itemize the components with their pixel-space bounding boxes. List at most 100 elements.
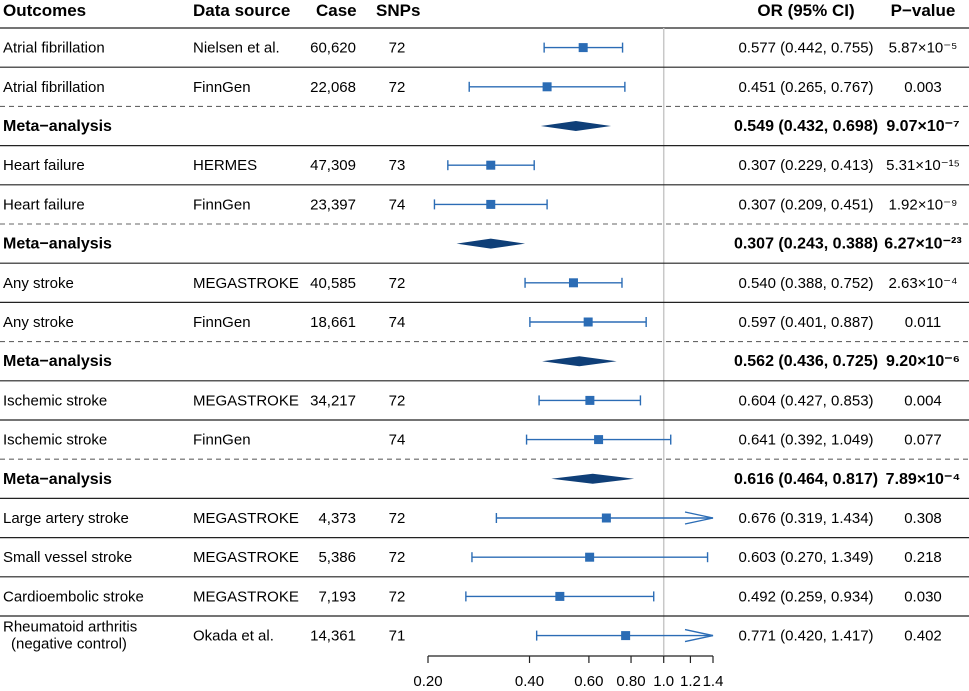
study-row: Any stroke MEGASTROKE 40,585 72 0.540 (0.388… [3,275,958,292]
row-p-value: 0.077 [904,432,942,449]
row-snps: 72 [389,588,406,605]
row-or-ci: 0.549 (0.432, 0.698) [734,118,878,135]
row-p-value: 0.218 [904,549,942,566]
row-snps: 72 [389,549,406,566]
row-data-source: Okada et al. [193,628,274,645]
row-or-ci: 0.771 (0.420, 1.417) [738,628,873,645]
row-snps: 72 [389,275,406,292]
study-row: Any stroke FinnGen 18,661 74 0.597 (0.401, 0… [3,314,941,331]
table-rows: Atrial fibrillation Nielsen et al. 60,620 7… [0,40,969,653]
header-or-ci: OR (95% CI) [757,1,854,20]
row-or-ci: 0.604 (0.427, 0.853) [738,392,873,409]
row-snps: 72 [389,510,406,527]
row-case: 4,373 [318,510,356,527]
row-data-source: FinnGen [193,79,251,96]
row-p-value: 0.003 [904,79,942,96]
row-case: 18,661 [310,314,356,331]
row-or-ci: 0.616 (0.464, 0.817) [734,471,878,488]
row-case: 22,068 [310,79,356,96]
row-case: 40,585 [310,275,356,292]
row-or-ci: 0.641 (0.392, 1.049) [738,432,873,449]
x-tick-label: 1.0 [653,673,674,690]
point-estimate-square [568,278,578,288]
row-p-value: 2.63×10⁻⁴ [888,275,957,292]
header-outcome: Outcomes [3,1,86,20]
study-row: Atrial fibrillation Nielsen et al. 60,620 7… [3,40,957,57]
row-p-value: 0.308 [904,510,942,527]
point-estimate-square [542,82,552,92]
row-outcome: Cardioembolic stroke [3,588,144,605]
header-p-value: P−value [891,1,956,20]
column-headers: Outcomes Data source Case SNPs OR (95% C… [3,1,955,20]
row-or-ci: 0.307 (0.243, 0.388) [734,236,878,253]
row-snps: 72 [389,40,406,57]
row-p-value: 0.402 [904,628,942,645]
row-snps: 74 [389,196,406,213]
point-estimate-square [583,317,593,327]
row-data-source: MEGASTROKE [193,392,299,409]
meta-analysis-row: Meta−analysis 0.307 (0.243, 0.388) 6.27×10… [3,236,962,253]
row-outcome: Atrial fibrillation [3,79,105,96]
row-case: 23,397 [310,196,356,213]
pooled-estimate-diamond [551,473,635,484]
row-outcome: Ischemic stroke [3,392,107,409]
row-p-value: 7.89×10⁻⁴ [886,471,961,488]
x-tick-label: 0.60 [574,673,603,690]
header-data-source: Data source [193,1,290,20]
study-row: Heart failure FinnGen 23,397 74 0.307 (0.209… [3,196,957,213]
pooled-estimate-diamond [540,121,612,131]
row-outcome: Rheumatoid arthritis [3,619,137,636]
row-outcome: Large artery stroke [3,510,129,527]
row-case: 5,386 [318,549,356,566]
point-estimate-square [585,395,595,405]
row-outcome: Meta−analysis [3,471,112,488]
row-case: 34,217 [310,392,356,409]
x-tick-label: 0.20 [413,673,442,690]
study-row: Cardioembolic stroke MEGASTROKE 7,193 72 0.4… [3,588,942,605]
row-or-ci: 0.492 (0.259, 0.934) [738,588,873,605]
row-p-value: 9.20×10⁻⁶ [886,353,960,370]
row-case: 60,620 [310,40,356,57]
row-or-ci: 0.451 (0.265, 0.767) [738,79,873,96]
study-row: Small vessel stroke MEGASTROKE 5,386 72 0.60… [3,549,942,566]
row-p-value: 5.31×10⁻¹⁵ [886,157,960,174]
row-case: 14,361 [310,628,356,645]
x-tick-label: 1.2 [680,673,701,690]
row-data-source: MEGASTROKE [193,510,299,527]
row-outcome: Atrial fibrillation [3,40,105,57]
x-tick-label: 1.4 [703,673,724,690]
point-estimate-square [585,552,595,562]
row-or-ci: 0.603 (0.270, 1.349) [738,549,873,566]
row-outcome: Heart failure [3,196,85,213]
row-or-ci: 0.540 (0.388, 0.752) [738,275,873,292]
header-snps: SNPs [376,1,420,20]
row-snps: 74 [389,314,406,331]
pooled-estimate-diamond [456,238,526,249]
meta-analysis-row: Meta−analysis 0.616 (0.464, 0.817) 7.89×10… [3,471,960,488]
row-snps: 72 [389,392,406,409]
x-axis: 0.20 0.40 0.60 0.80 1.0 1.2 1.4 [413,655,724,690]
study-row: Ischemic stroke FinnGen 74 0.641 (0.392, 1.… [3,432,942,449]
study-row: Ischemic stroke MEGASTROKE 34,217 72 0.604 (… [3,392,942,409]
point-estimate-square [594,435,604,445]
row-p-value: 0.011 [905,314,941,331]
row-snps: 72 [389,79,406,96]
row-p-value: 5.87×10⁻⁵ [889,40,958,57]
row-data-source: HERMES [193,157,257,174]
row-p-value: 6.27×10⁻²³ [884,236,961,253]
row-snps: 74 [389,432,406,449]
row-p-value: 9.07×10⁻⁷ [886,118,959,135]
row-or-ci: 0.676 (0.319, 1.434) [738,510,873,527]
row-snps: 73 [389,157,406,174]
point-estimate-square [486,160,496,170]
study-row: Heart failure HERMES 47,309 73 0.307 (0.229,… [3,157,960,174]
point-estimate-square [486,199,496,209]
row-or-ci: 0.597 (0.401, 0.887) [738,314,873,331]
ci-truncation-arrow [684,628,714,643]
point-estimate-square [555,591,565,601]
row-p-value: 0.004 [904,392,942,409]
row-outcome-note: (negative control) [11,636,127,653]
study-row: Large artery stroke MEGASTROKE 4,373 72 0.67… [3,510,942,527]
header-case: Case [316,1,357,20]
row-outcome: Small vessel stroke [3,549,132,566]
